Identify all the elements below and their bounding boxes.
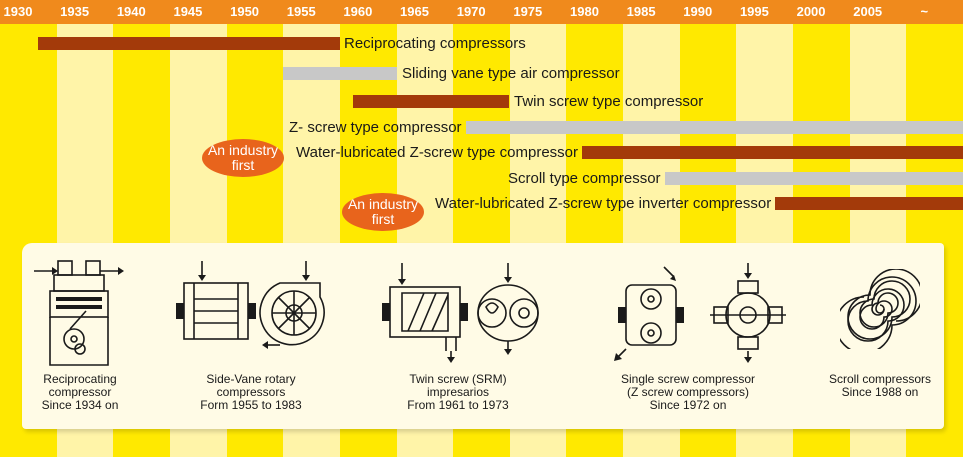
timeline-bar-label: Reciprocating compressors [344, 35, 526, 52]
year-label: 1950 [230, 4, 260, 19]
caption-line: Since 1972 on [649, 398, 727, 412]
year-header: 1930 1935 1940 1945 1950 1955 1960 1965 1970 1975… [0, 0, 963, 24]
reciprocating-compressor-icon [34, 260, 124, 366]
year-label: 1995 [739, 4, 769, 19]
caption-line: From 1961 to 1973 [407, 398, 509, 412]
badge-line: first [371, 211, 395, 227]
timeline-bar-label: Sliding vane type air compressor [402, 65, 620, 82]
single-screw-caption: Single screw compressor (Z screw compres… [621, 373, 755, 412]
twin-screw-caption: Twin screw (SRM) impresarios From 1961 t… [407, 373, 508, 412]
timeline-bar [775, 197, 963, 210]
caption-line: compressors [216, 385, 286, 399]
side-vane-rotary-compressor-icon [176, 261, 325, 349]
year-label: 1935 [60, 4, 90, 19]
timeline-bar-label: Z- screw type compressor [289, 119, 462, 136]
industry-first-badge: An industry first [202, 139, 284, 177]
year-label: ~ [920, 4, 929, 19]
scroll-caption: Scroll compressors Since 1988 on [829, 373, 931, 399]
badge-line: An industry [347, 196, 419, 212]
year-label: 1980 [570, 4, 599, 19]
year-label: 1960 [343, 4, 373, 19]
illustration-panel: Reciprocating compressor Since 1934 on S… [22, 243, 944, 429]
single-screw-compressor-icon [614, 263, 786, 363]
caption-line: Form 1955 to 1983 [200, 398, 302, 412]
year-label: 2005 [853, 4, 883, 19]
year-label: 1970 [456, 4, 486, 19]
reciprocating-caption: Reciprocating compressor Since 1934 on [42, 373, 119, 412]
caption-line: Scroll compressors [828, 372, 932, 386]
year-label: 1955 [286, 4, 316, 19]
twin-screw-compressor-icon [382, 263, 539, 363]
caption-line: Side-Vane rotary [206, 372, 296, 386]
timeline-bar [466, 121, 963, 134]
caption-line: (Z screw compressors) [626, 385, 750, 399]
side-vane-caption: Side-Vane rotary compressors Form 1955 t… [200, 373, 301, 412]
badge-line: An industry [207, 142, 279, 158]
caption-line: impresarios [426, 385, 489, 399]
year-label: 1975 [513, 4, 543, 19]
timeline-bar [38, 37, 340, 50]
year-label: 1930 [3, 4, 33, 19]
scroll-compressor-icon [840, 269, 920, 349]
industry-first-badge: An industry first [342, 193, 424, 231]
caption-line: compressor [48, 385, 112, 399]
year-label: 2000 [796, 4, 826, 19]
timeline-bar [283, 67, 397, 80]
timeline-bar [353, 95, 509, 108]
timeline-bar-label: Scroll type compressor [508, 170, 661, 187]
caption-line: Since 1988 on [841, 385, 919, 399]
caption-line: Single screw compressor [620, 372, 756, 386]
timeline-bar-label: Water-lubricated Z-screw type compressor [296, 144, 579, 161]
year-label: 1965 [400, 4, 429, 19]
year-label: 1990 [683, 4, 713, 19]
timeline-bar-label: Twin screw type compressor [514, 93, 704, 110]
year-label: 1940 [116, 4, 146, 19]
badge-line: first [231, 157, 255, 173]
caption-line: Since 1934 on [41, 398, 119, 412]
year-label: 1985 [626, 4, 656, 19]
timeline-bar [665, 172, 963, 185]
timeline-bar-label: Water-lubricated Z-screw type inverter c… [435, 195, 772, 212]
year-label: 1945 [173, 4, 203, 19]
timeline-bar [582, 146, 963, 159]
caption-line: Twin screw (SRM) [409, 372, 507, 386]
caption-line: Reciprocating [43, 372, 117, 386]
